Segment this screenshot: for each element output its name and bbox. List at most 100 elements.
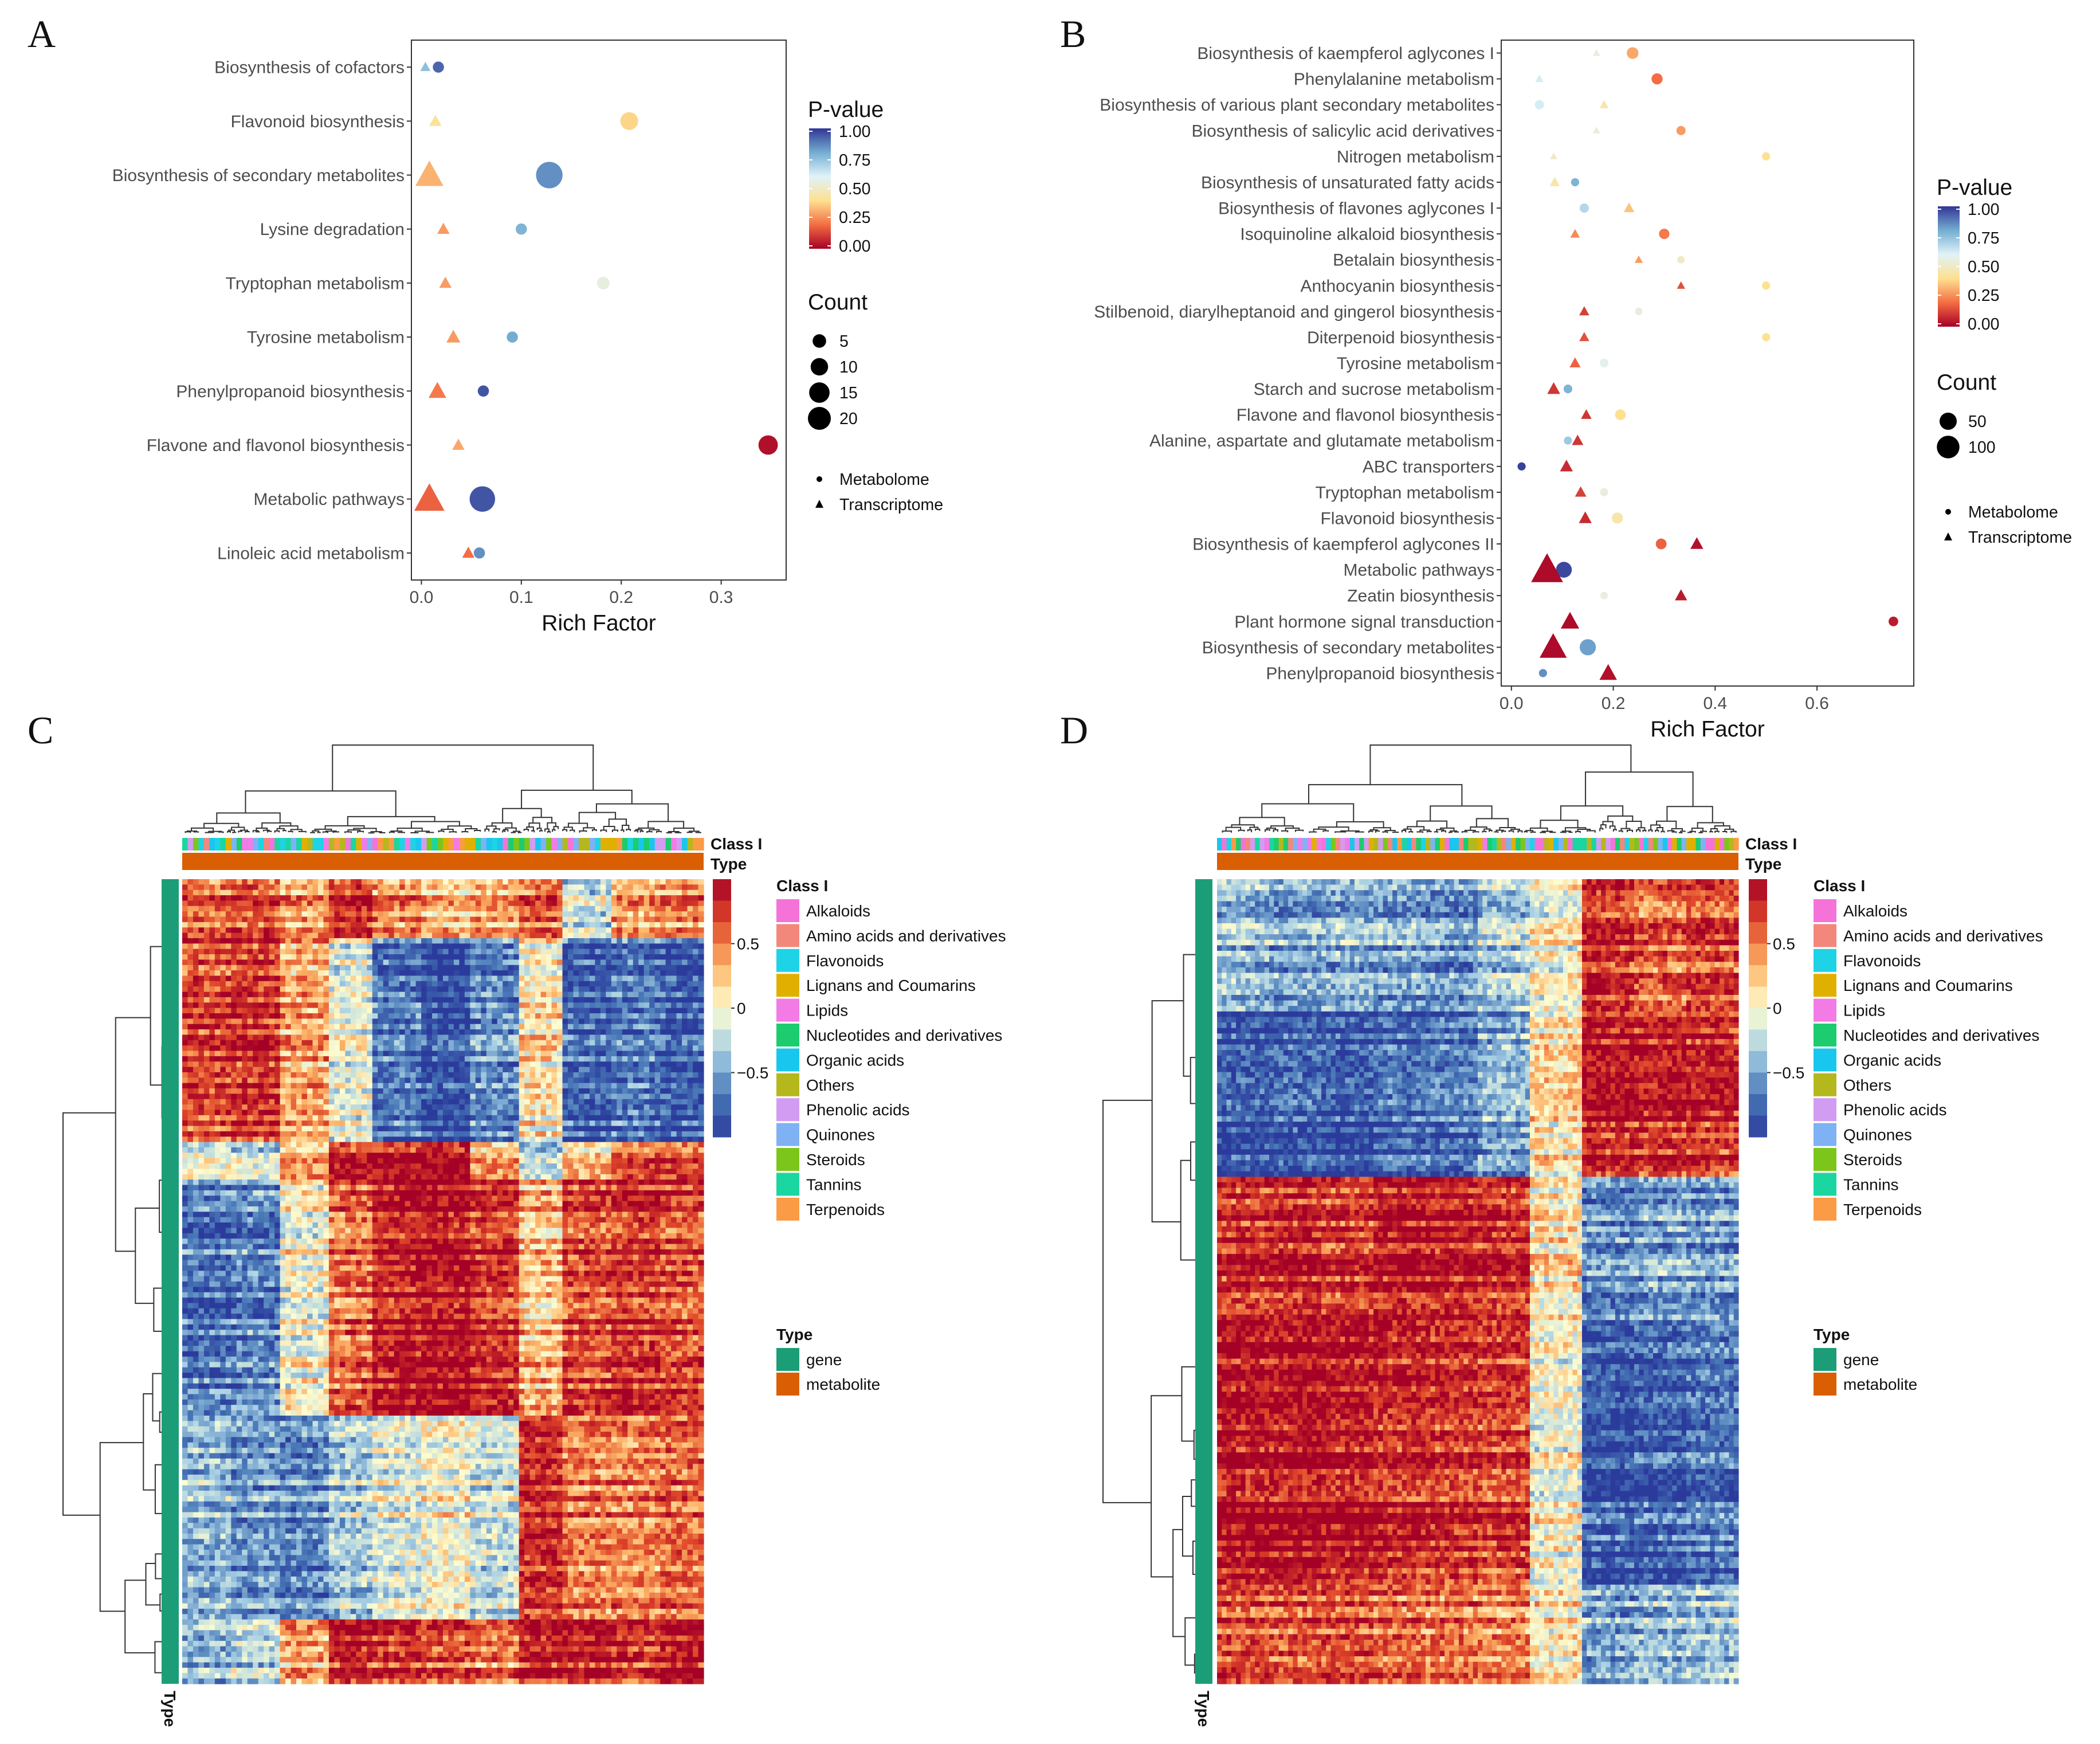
panel-c-heatmap-cell [264,1110,269,1115]
panel-c-heatmap-cell [600,927,606,933]
panel-c-heatmap-cell [296,1072,302,1078]
panel-b-colorbar-label: 1.00 [1968,201,1999,219]
panel-c-heatmap-cell [638,1008,644,1014]
panel-c-heatmap-cell [237,1040,242,1046]
panel-c-heatmap-cell [633,959,639,965]
panel-c-heatmap-cell [546,1072,552,1078]
panel-c-heatmap-cell [530,949,536,955]
panel-c-heatmap-cell [459,1072,465,1078]
panel-c-class-annotation-cell [237,838,242,851]
panel-c-class-annotation-cell [633,838,639,851]
panel-c-heatmap-cell [671,1013,677,1019]
panel-c-heatmap-cell [557,1002,563,1008]
panel-c-heatmap-cell [274,895,280,901]
panel-c-heatmap-cell [285,1072,291,1078]
panel-c-heatmap-cell [204,884,210,890]
panel-c-heatmap-cell [443,1088,449,1094]
panel-c-heatmap-cell [513,906,519,912]
panel-c-heatmap-cell [291,1013,297,1019]
panel-c-column-dendrogram [245,832,249,833]
panel-c-heatmap-cell [454,970,460,976]
panel-c-heatmap-cell [399,1099,405,1105]
panel-c-heatmap-cell [416,1029,422,1035]
panel-c-heatmap-cell [264,997,269,1003]
panel-c-heatmap-cell [248,1088,253,1094]
panel-c-heatmap-cell [492,1008,497,1014]
panel-c-heatmap-cell [693,927,698,933]
panel-c-heatmap-cell [394,1056,400,1062]
panel-c-heatmap-cell [296,1029,302,1035]
panel-c-heatmap-cell [248,1094,253,1099]
panel-c-heatmap-cell [269,895,275,901]
panel-c-heatmap-cell [481,879,486,885]
panel-c-heatmap-cell [682,1051,688,1057]
panel-c-heatmap-cell [633,986,639,992]
panel-c-heatmap-cell [638,911,644,917]
panel-c-heatmap-cell [627,1008,633,1014]
panel-c-heatmap-cell [470,992,476,998]
panel-c-heatmap-cell [438,1094,443,1099]
panel-c-heatmap-cell [383,981,389,987]
panel-c-heatmap-cell [307,965,313,971]
panel-c-heatmap-cell [427,1008,433,1014]
panel-c-heatmap-cell [579,1008,584,1014]
panel-c-heatmap-cell [660,927,666,933]
panel-c-heatmap-cell [432,1029,438,1035]
panel-c-heatmap-cell [503,895,508,901]
panel-c-heatmap-cell [682,1061,688,1067]
panel-c-heatmap-cell [698,927,704,933]
panel-c-heatmap-cell [198,927,204,933]
panel-c-heatmap-cell [688,954,693,960]
panel-c-heatmap-cell [264,1018,269,1024]
panel-c-class-annotation-cell [367,838,372,851]
panel-c-heatmap-cell [323,1024,329,1030]
panel-c-heatmap-cell [579,938,584,944]
panel-c-heatmap-cell [617,1040,622,1046]
panel-c-heatmap-cell [258,1061,264,1067]
panel-c-heatmap-cell [568,1072,574,1078]
panel-c-class-annotation-cell [291,838,297,851]
panel-c-heatmap-cell [617,1094,622,1099]
panel-c-heatmap-cell [552,970,558,976]
panel-c-heatmap-cell [237,981,242,987]
panel-c-heatmap-cell [405,1094,411,1099]
panel-c-heatmap-cell [546,1077,552,1083]
panel-c-heatmap-cell [671,949,677,955]
panel-c-heatmap-cell [383,1072,389,1078]
panel-c-heatmap-cell [388,906,394,912]
panel-c-heatmap-cell [448,1094,454,1099]
panel-c-heatmap-cell [258,1045,264,1051]
panel-c-heatmap-cell [563,954,568,960]
panel-c-heatmap-cell [633,927,639,933]
panel-c-heatmap-cell [633,1061,639,1067]
panel-c-heatmap-cell [378,933,383,939]
panel-c-heatmap-cell [209,1056,215,1062]
panel-c-class-annotation-cell [253,838,258,851]
panel-c-heatmap-cell [557,1056,563,1062]
panel-c-heatmap-cell [584,1002,590,1008]
panel-c-heatmap-cell [486,1002,492,1008]
panel-c-heatmap-cell [182,879,188,885]
panel-c-heatmap-cell [448,1024,454,1030]
panel-c-heatmap-cell [579,890,584,896]
panel-c-heatmap-cell [627,1029,633,1035]
panel-c-heatmap-cell [253,1034,258,1040]
panel-c-column-dendrogram [533,817,552,823]
panel-c-heatmap-cell [340,943,346,949]
panel-c-heatmap-cell [388,965,394,971]
panel-c-heatmap-cell [237,1072,242,1078]
panel-c-heatmap-cell [237,1013,242,1019]
panel-c-heatmap-cell [367,922,372,928]
panel-c-heatmap-cell [600,1115,606,1121]
panel-c-heatmap-cell [486,954,492,960]
panel-c-heatmap-cell [541,1013,547,1019]
panel-c-heatmap-cell [459,949,465,955]
panel-c-heatmap-cell [318,1051,324,1057]
panel-c-heatmap-cell [323,975,329,981]
panel-b-y-label-phenylalanine-metabolism: Phenylalanine metabolism [1294,70,1494,89]
panel-c-heatmap-cell [182,927,188,933]
panel-c-heatmap-cell [476,954,481,960]
panel-c-heatmap-cell [198,906,204,912]
panel-c-heatmap-cell [209,1045,215,1051]
panel-c-heatmap-cell [660,1099,666,1105]
